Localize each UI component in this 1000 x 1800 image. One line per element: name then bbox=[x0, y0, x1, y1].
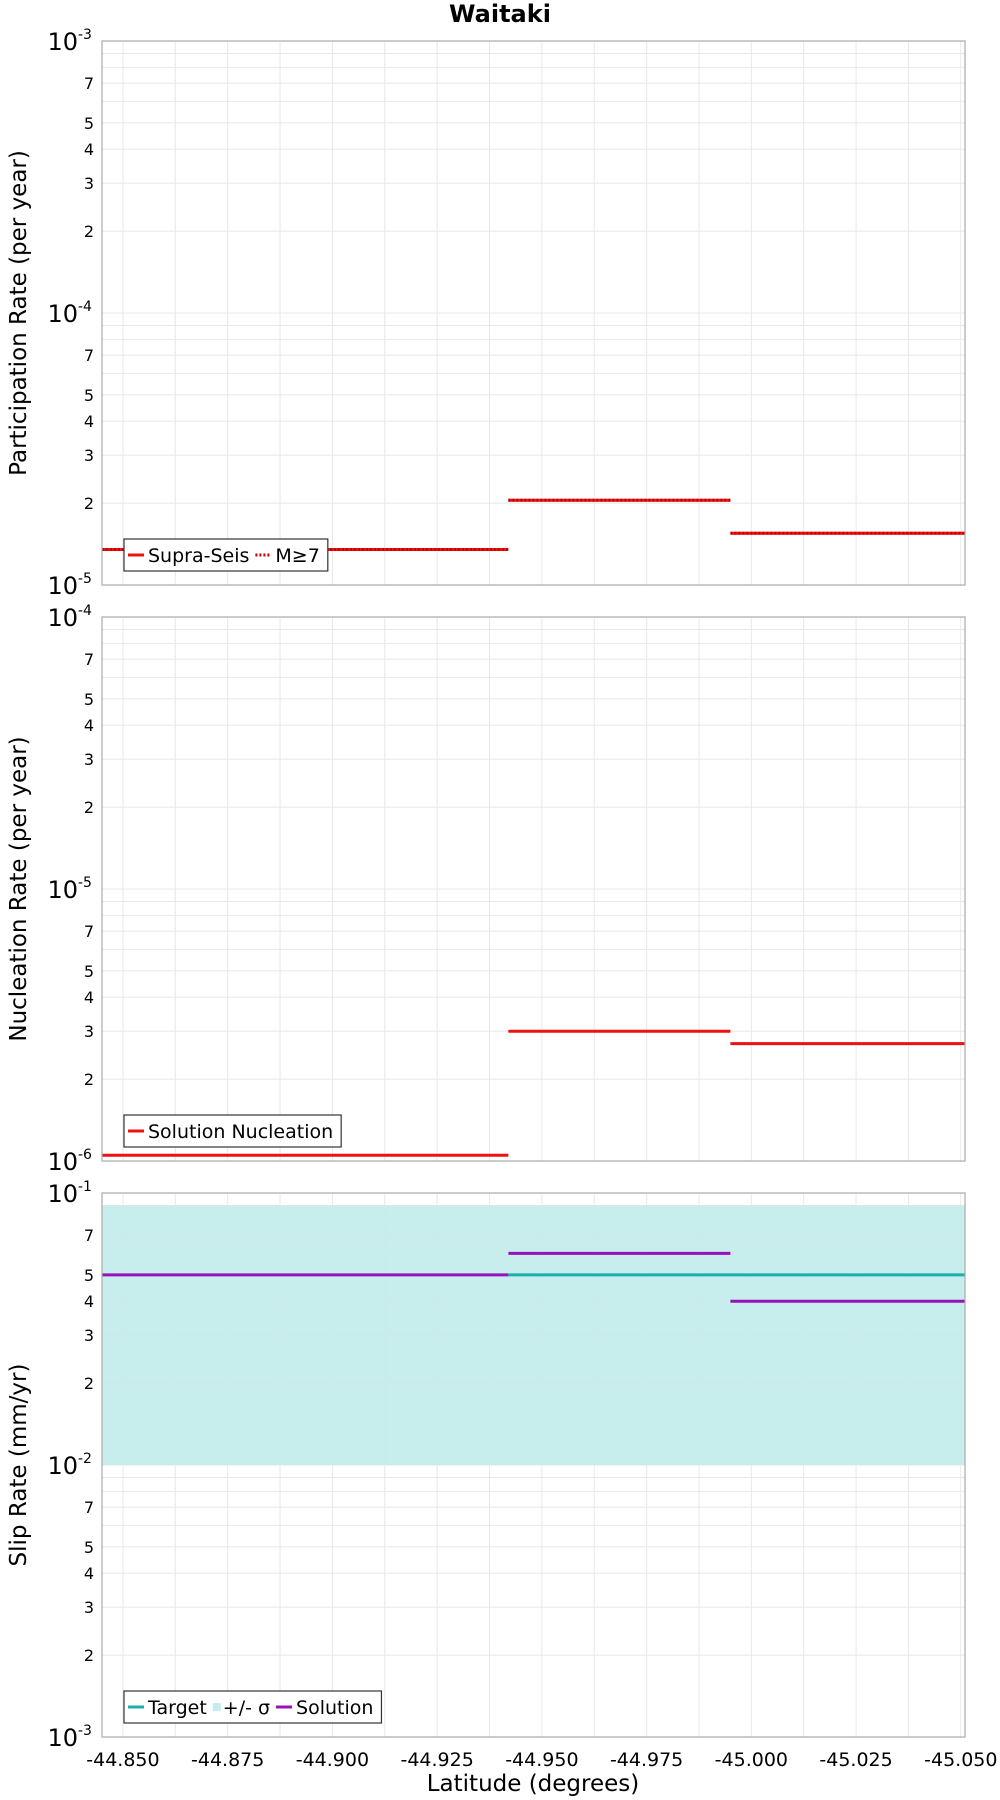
y-tick-exponent: -4 bbox=[78, 299, 92, 315]
y-tick-label: 10 bbox=[47, 300, 78, 328]
y-minor-tick-label: 7 bbox=[84, 650, 94, 669]
x-tick-label: -44.900 bbox=[296, 1749, 369, 1771]
legend-label: Supra-Seis bbox=[148, 545, 249, 567]
y-tick-label: 10 bbox=[47, 1724, 78, 1752]
y-minor-tick-label: 5 bbox=[84, 1266, 94, 1285]
y-axis-label: Nucleation Rate (per year) bbox=[6, 736, 32, 1041]
y-tick-exponent: -5 bbox=[78, 875, 92, 891]
sigma-band bbox=[102, 1205, 965, 1465]
y-minor-tick-label: 7 bbox=[84, 74, 94, 93]
y-minor-tick-label: 2 bbox=[84, 222, 94, 241]
legend-label: Target bbox=[147, 1697, 207, 1719]
y-minor-tick-label: 5 bbox=[84, 114, 94, 133]
y-minor-tick-label: 3 bbox=[84, 1598, 94, 1617]
y-minor-tick-label: 3 bbox=[84, 1326, 94, 1345]
y-tick-exponent: -1 bbox=[78, 1179, 92, 1195]
y-minor-tick-label: 3 bbox=[84, 174, 94, 193]
y-minor-tick-label: 7 bbox=[84, 1498, 94, 1517]
legend-label: Solution Nucleation bbox=[148, 1121, 333, 1143]
y-minor-tick-label: 2 bbox=[84, 1374, 94, 1393]
x-tick-label: -45.000 bbox=[715, 1749, 788, 1771]
x-tick-label: -45.050 bbox=[924, 1749, 997, 1771]
y-minor-tick-label: 3 bbox=[84, 750, 94, 769]
plot-frame bbox=[101, 40, 966, 586]
y-tick-exponent: -5 bbox=[78, 571, 92, 587]
legend-swatch bbox=[212, 1703, 221, 1711]
y-tick-label: 10 bbox=[47, 572, 78, 600]
y-tick-label: 10 bbox=[47, 876, 78, 904]
x-tick-label: -45.025 bbox=[819, 1749, 892, 1771]
plot-frame bbox=[101, 1192, 966, 1738]
legend-box bbox=[123, 1690, 383, 1724]
y-minor-tick-label: 7 bbox=[84, 1226, 94, 1245]
x-tick-label: -44.975 bbox=[610, 1749, 683, 1771]
y-minor-tick-label: 4 bbox=[84, 140, 94, 159]
y-tick-exponent: -2 bbox=[78, 1451, 92, 1467]
y-minor-tick-label: 2 bbox=[84, 494, 94, 513]
y-tick-exponent: -3 bbox=[78, 27, 92, 43]
y-minor-tick-label: 7 bbox=[84, 346, 94, 365]
legend-label: M≥7 bbox=[275, 545, 319, 567]
y-minor-tick-label: 5 bbox=[84, 386, 94, 405]
y-minor-tick-label: 5 bbox=[84, 1538, 94, 1557]
y-tick-label: 10 bbox=[47, 28, 78, 56]
y-minor-tick-label: 5 bbox=[84, 962, 94, 981]
y-minor-tick-label: 7 bbox=[84, 922, 94, 941]
legend: Solution Nucleation bbox=[123, 1114, 342, 1148]
x-tick-label: -44.850 bbox=[86, 1749, 159, 1771]
legend-box bbox=[123, 538, 329, 572]
x-tick-label: -44.925 bbox=[400, 1749, 473, 1771]
y-minor-tick-label: 4 bbox=[84, 988, 94, 1007]
y-minor-tick-label: 4 bbox=[84, 1292, 94, 1311]
y-tick-label: 10 bbox=[47, 1180, 78, 1208]
legend: Supra-Seis M≥7 bbox=[123, 538, 329, 572]
y-tick-exponent: -6 bbox=[78, 1147, 92, 1163]
legend-label: Solution bbox=[296, 1697, 373, 1719]
y-axis-label: Participation Rate (per year) bbox=[6, 150, 32, 476]
x-axis-label: Latitude (degrees) bbox=[427, 1771, 640, 1797]
y-minor-tick-label: 3 bbox=[84, 446, 94, 465]
chart-title: Waitaki bbox=[449, 0, 551, 28]
y-tick-label: 10 bbox=[47, 1452, 78, 1480]
legend-label: +/- σ bbox=[223, 1697, 270, 1719]
y-minor-tick-label: 5 bbox=[84, 690, 94, 709]
legend-box bbox=[123, 1114, 342, 1148]
y-minor-tick-label: 2 bbox=[84, 1646, 94, 1665]
y-minor-tick-label: 4 bbox=[84, 1564, 94, 1583]
legend: Target +/- σ Solution bbox=[123, 1690, 383, 1724]
y-tick-label: 10 bbox=[47, 604, 78, 632]
y-axis-label: Slip Rate (mm/yr) bbox=[6, 1364, 32, 1567]
y-tick-label: 10 bbox=[47, 1148, 78, 1176]
plot-frame bbox=[101, 616, 966, 1162]
y-minor-tick-label: 4 bbox=[84, 412, 94, 431]
y-tick-exponent: -3 bbox=[78, 1723, 92, 1739]
y-minor-tick-label: 2 bbox=[84, 798, 94, 817]
y-minor-tick-label: 2 bbox=[84, 1070, 94, 1089]
y-tick-exponent: -4 bbox=[78, 603, 92, 619]
x-tick-label: -44.950 bbox=[505, 1749, 578, 1771]
y-minor-tick-label: 4 bbox=[84, 716, 94, 735]
x-tick-label: -44.875 bbox=[191, 1749, 264, 1771]
x-axis: -44.850 -44.875 -44.900 -44.925 -44.950 -44.9… bbox=[86, 1749, 997, 1771]
y-minor-tick-label: 3 bbox=[84, 1022, 94, 1041]
